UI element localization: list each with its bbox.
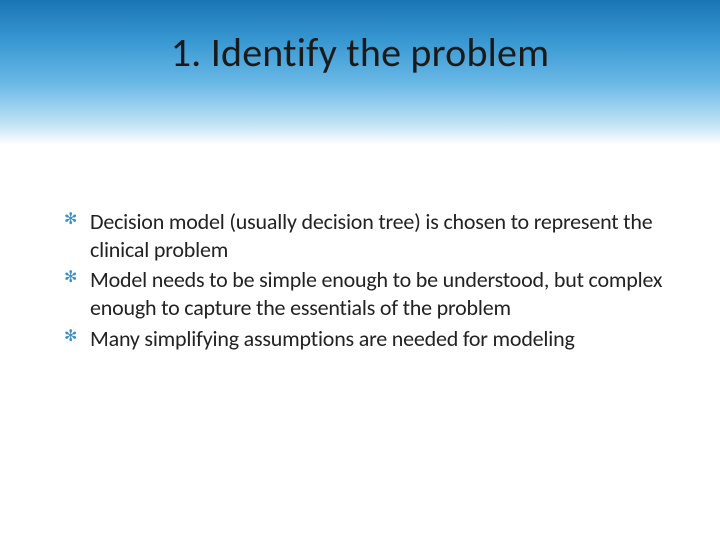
slide-title: 1. Identify the problem xyxy=(0,28,720,77)
bullet-list: Decision model (usually decision tree) i… xyxy=(64,208,664,353)
slide-body: Decision model (usually decision tree) i… xyxy=(64,208,664,355)
list-item: Many simplifying assumptions are needed … xyxy=(64,325,664,353)
list-item: Decision model (usually decision tree) i… xyxy=(64,208,664,264)
list-item: Model needs to be simple enough to be un… xyxy=(64,266,664,322)
slide: 1. Identify the problem Decision model (… xyxy=(0,0,720,540)
